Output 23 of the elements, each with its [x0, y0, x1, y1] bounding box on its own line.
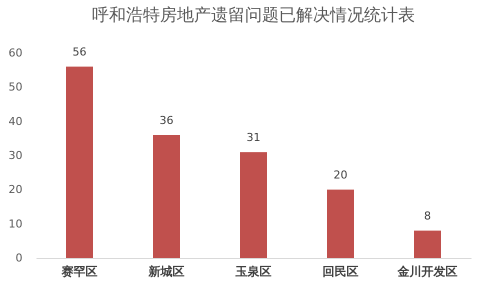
x-tick-label: 玉泉区 [234, 264, 272, 278]
bar [240, 152, 267, 258]
data-label: 36 [160, 114, 174, 127]
y-tick-label: 40 [8, 114, 22, 128]
x-tick-label: 金川开发区 [396, 264, 458, 278]
y-tick-label: 50 [8, 80, 22, 94]
bar [414, 230, 441, 258]
y-tick-label: 0 [16, 252, 22, 264]
data-label: 8 [424, 210, 431, 223]
data-label: 56 [72, 46, 86, 59]
data-label: 20 [334, 168, 348, 182]
bar [66, 66, 93, 258]
y-tick-label: 20 [8, 183, 22, 196]
chart-title: 呼和浩特房地产遗留问题已解决情况统计表 [92, 6, 415, 26]
y-tick-label: 30 [8, 149, 22, 162]
y-tick-label: 60 [8, 46, 22, 60]
x-tick-label: 赛罕区 [60, 264, 98, 278]
x-tick-label: 新城区 [148, 264, 184, 278]
y-tick-label: 10 [8, 217, 22, 230]
data-label: 31 [246, 131, 260, 144]
bar [153, 135, 180, 258]
bar [327, 190, 354, 258]
x-tick-label: 回民区 [322, 264, 358, 278]
